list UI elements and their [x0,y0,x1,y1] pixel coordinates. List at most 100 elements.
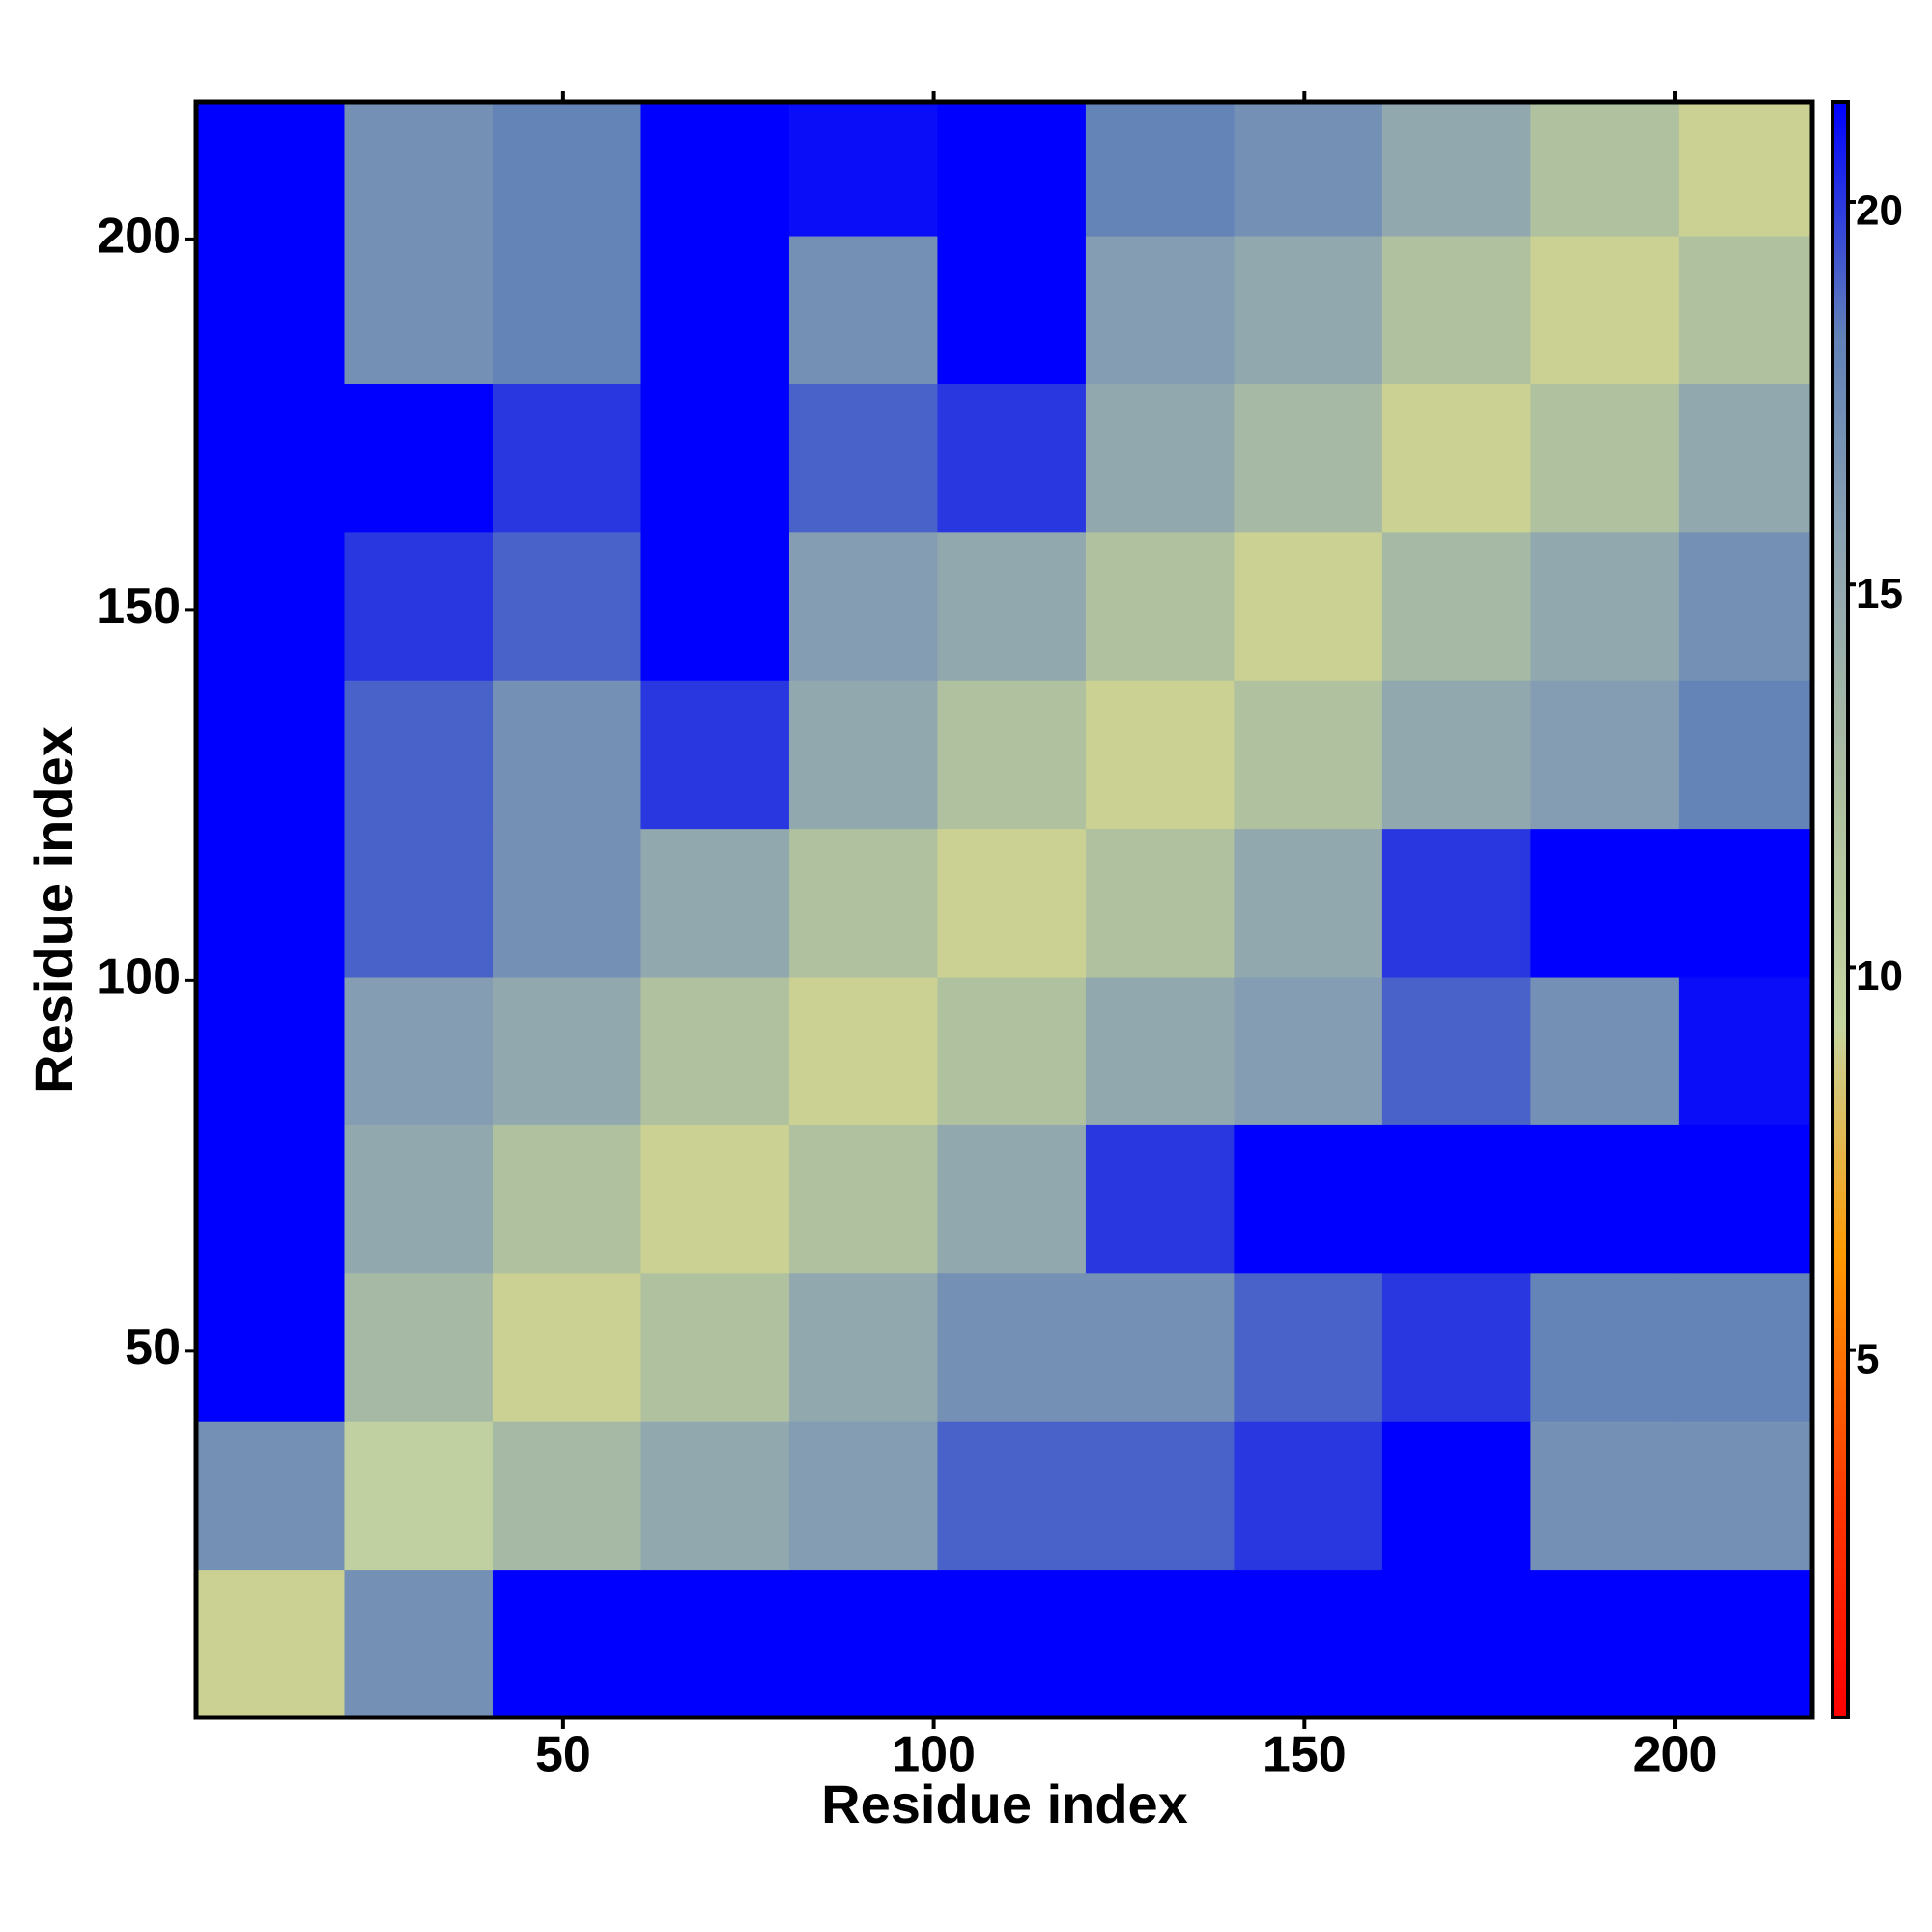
heatmap-cell [640,1421,790,1571]
colorbar-tick-label: 15 [1856,570,1903,617]
heatmap-cell [1085,977,1235,1125]
heatmap-cell [937,1124,1087,1274]
heatmap-cell [1530,680,1680,830]
heatmap-cell [1234,531,1383,681]
heatmap-cell [196,1569,345,1719]
heatmap-cell [1085,828,1235,978]
heatmap-cell [344,1124,494,1274]
y-tick-label: 150 [97,579,181,635]
heatmap-cell [492,384,641,533]
heatmap-cell [640,1124,790,1274]
heatmap-cell [1381,1124,1531,1274]
heatmap-cell [1085,1124,1235,1274]
heatmap-cell [640,384,790,533]
heatmap-cell [1530,1569,1680,1719]
y-tick-label: 100 [97,950,181,1006]
heatmap-cell [492,1569,641,1719]
x-axis-title: Residue index [821,1774,1188,1834]
heatmap-cell [344,977,494,1125]
heatmap-cell [640,531,790,681]
heatmap-cell [344,1421,494,1571]
heatmap-cell [492,531,641,681]
heatmap-cell [196,531,345,681]
heatmap-cell [937,102,1087,237]
heatmap-cell [1234,680,1383,830]
x-tick-label: 50 [535,1727,591,1783]
heatmap-cell [344,828,494,978]
heatmap-cell [788,236,938,384]
heatmap-cell [788,531,938,681]
heatmap-cell [1381,828,1531,978]
heatmap-cell [937,680,1087,830]
heatmap-cell [196,1421,345,1571]
heatmap-cell [1678,102,1813,237]
heatmap-cell [937,977,1087,1125]
heatmap-cell [640,1569,790,1719]
heatmap-cell [788,1124,938,1274]
heatmap-cell [344,236,494,384]
heatmap-cell [1381,1569,1531,1719]
heatmap-cell [1234,384,1383,533]
heatmap-cell [1234,1124,1383,1274]
heatmap-cell [492,102,641,237]
heatmap-cell [1530,828,1680,978]
heatmap-cell [788,384,938,533]
plot-frame [193,99,1815,1720]
heatmap-cell [1678,1124,1813,1274]
heatmap-cell [1381,384,1531,533]
heatmap-cell [1530,384,1680,533]
heatmap-cell [1234,977,1383,1125]
heatmap-cell [640,236,790,384]
heatmap-cell [1381,1421,1531,1571]
heatmap-cell [196,1272,345,1422]
heatmap-cell [1530,236,1680,384]
heatmap-cell [1678,1272,1813,1422]
heatmap-cell [937,531,1087,681]
heatmap-cell [937,1272,1087,1422]
heatmap-cell [344,531,494,681]
heatmap-cell [1678,680,1813,830]
y-axis-title: Residue index [23,726,84,1094]
heatmap-cell [1085,1272,1235,1422]
x-tick-label: 150 [1263,1727,1347,1783]
heatmap-cell [492,828,641,978]
heatmap-cell [344,1272,494,1422]
colorbar [1831,100,1850,1719]
x-tick-label: 100 [892,1727,976,1783]
heatmap-cell [196,828,345,978]
heatmap-cell [1530,1124,1680,1274]
heatmap-cell [1381,977,1531,1125]
heatmap-cell [1234,1272,1383,1422]
heatmap-cell [640,1272,790,1422]
heatmap-cell [640,102,790,237]
heatmap-cell [492,1124,641,1274]
heatmap-cell [1530,1272,1680,1422]
heatmap-cell [640,828,790,978]
heatmap-cell [640,680,790,830]
heatmap-cell [1530,102,1680,237]
heatmap-cell [1085,236,1235,384]
heatmap-cell [788,977,938,1125]
heatmap-cell [937,828,1087,978]
heatmap-cell [1085,531,1235,681]
heatmap-cell [1530,531,1680,681]
heatmap-cell [788,828,938,978]
heatmap-cell [1085,680,1235,830]
heatmap-cell [196,384,345,533]
heatmap-cell [196,977,345,1125]
heatmap-cell [196,680,345,830]
heatmap-cell [1234,1569,1383,1719]
heatmap-cell [344,1569,494,1719]
heatmap-cell [1678,977,1813,1125]
heatmap-cell [1381,1272,1531,1422]
heatmap-cell [788,1272,938,1422]
heatmap-cell [344,680,494,830]
heatmap-cell [788,1421,938,1571]
y-tick-label: 200 [97,209,181,265]
heatmap-cell [1381,531,1531,681]
colorbar-tick-label: 5 [1856,1335,1879,1382]
heatmap-cell [344,384,494,533]
heatmap-cell [1381,236,1531,384]
heatmap-cell [788,102,938,237]
